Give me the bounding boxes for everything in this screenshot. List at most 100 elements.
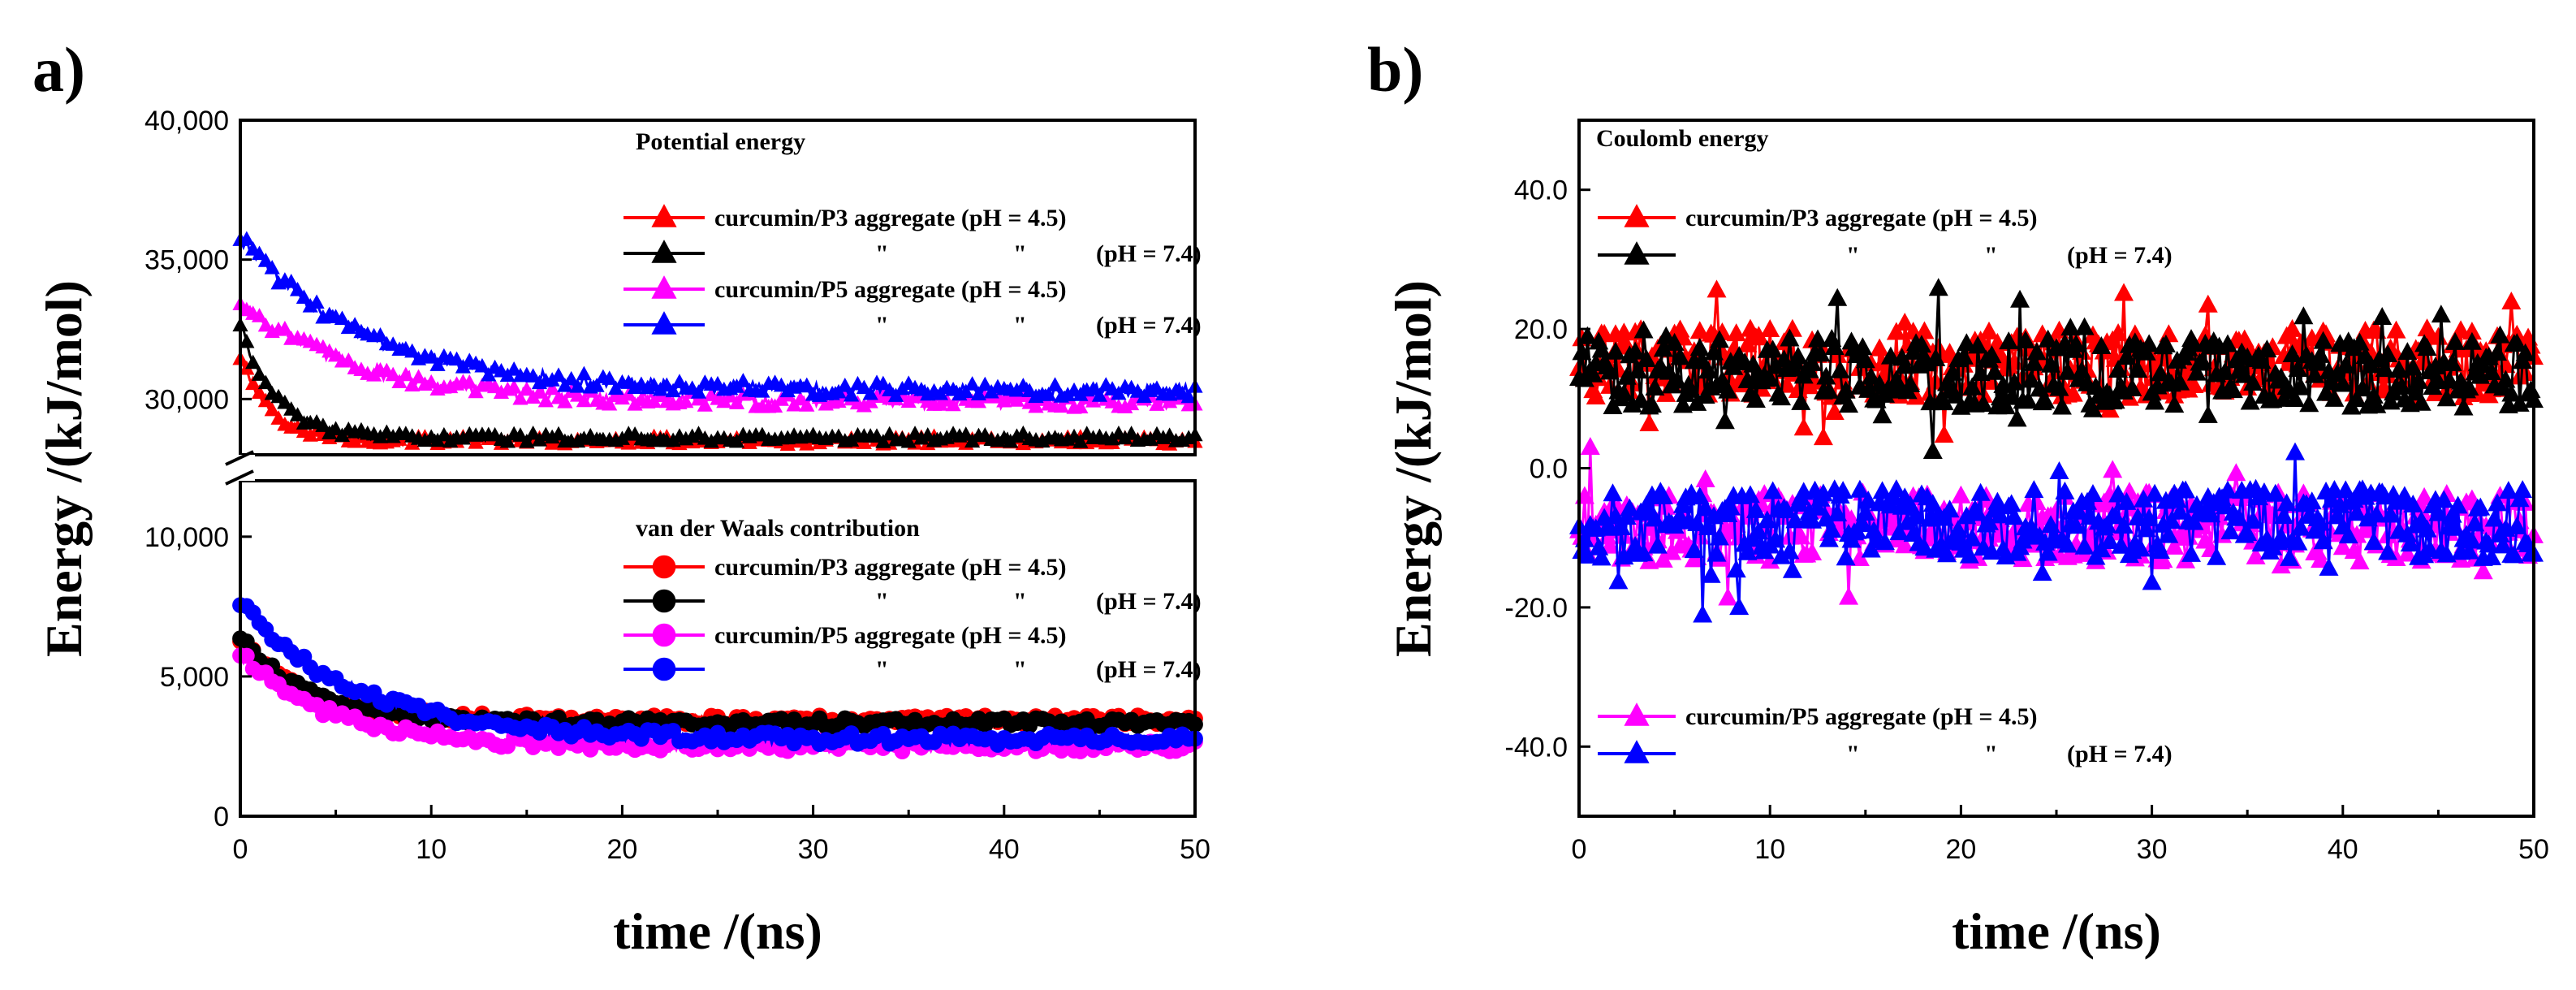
data-point — [2332, 374, 2353, 392]
data-point — [2181, 543, 2202, 562]
data-point — [1664, 332, 1685, 351]
data-point — [1895, 356, 1915, 374]
panel-a-top-data — [232, 231, 1203, 452]
data-point — [1628, 361, 1648, 379]
legend-ditto-2: " — [1013, 588, 1027, 615]
legend-item: curcumin/P3 aggregate (pH = 4.5) — [624, 554, 1066, 581]
legend-ditto-2: " — [1984, 242, 1998, 269]
x-tick-label: 20 — [1945, 834, 1976, 865]
panel-a-bottom-legend: curcumin/P3 aggregate (pH = 4.5) " " (pH = … — [624, 554, 1202, 683]
data-point — [2035, 391, 2056, 409]
data-point — [2074, 536, 2095, 555]
legend-ph: (pH = 7.4) — [1096, 656, 1202, 683]
data-point — [1659, 361, 1679, 380]
data-point — [844, 387, 860, 402]
data-point — [1041, 387, 1057, 401]
data-point — [2192, 351, 2212, 370]
data-point — [1577, 545, 1598, 564]
legend-item: curcumin/P5 aggregate (pH = 4.5) — [624, 275, 1066, 303]
data-point — [264, 259, 280, 275]
data-point — [1970, 482, 1991, 501]
data-point — [442, 433, 459, 448]
data-point — [2150, 363, 2170, 382]
data-point — [277, 394, 293, 409]
data-point — [302, 298, 318, 313]
data-point — [2411, 392, 2431, 411]
data-point — [2417, 338, 2437, 357]
data-point — [2378, 344, 2398, 363]
data-point — [2114, 283, 2134, 301]
panel-b-data — [1569, 278, 2544, 623]
data-point — [875, 434, 891, 448]
data-point — [1914, 321, 1935, 339]
legend-item: curcumin/P5 aggregate (pH = 4.5) — [1598, 703, 2037, 730]
legend-label: curcumin/P5 aggregate (pH = 4.5) — [714, 622, 1066, 649]
data-point — [2167, 490, 2187, 508]
data-point — [2198, 404, 2218, 423]
data-point — [2282, 318, 2302, 337]
data-point — [2074, 317, 2095, 335]
data-point — [544, 380, 560, 396]
data-point — [1707, 543, 1727, 562]
panel-b-x-ticks: 0 10 20 30 40 50 — [1572, 805, 2549, 865]
data-point — [2311, 344, 2331, 363]
data-point — [2265, 483, 2285, 502]
data-point — [1749, 326, 1769, 344]
data-point — [537, 392, 554, 408]
data-point — [1951, 396, 1971, 415]
data-point — [2302, 491, 2322, 510]
data-point — [550, 426, 567, 441]
data-point — [1870, 338, 1890, 357]
data-point — [1849, 547, 1870, 566]
data-point — [1701, 564, 1721, 583]
data-point — [1117, 430, 1133, 445]
data-point — [1819, 380, 1839, 399]
data-point — [2347, 503, 2367, 521]
data-point — [2097, 515, 2117, 534]
data-point — [2001, 387, 2022, 405]
data-point — [2417, 519, 2437, 538]
data-point — [1822, 520, 1842, 538]
data-point — [2490, 325, 2510, 344]
data-point — [773, 391, 789, 406]
data-point — [2313, 531, 2333, 550]
data-point — [2142, 572, 2162, 590]
data-point — [1715, 411, 1735, 430]
legend-item: " " (pH = 7.4) — [624, 588, 1202, 615]
data-point — [665, 383, 681, 398]
data-point — [2223, 380, 2243, 399]
data-point — [1788, 346, 1808, 365]
data-point — [1749, 521, 1769, 540]
data-point — [862, 385, 878, 400]
data-point — [2488, 343, 2508, 361]
data-point — [589, 378, 605, 392]
data-point — [2108, 322, 2129, 341]
data-point — [2150, 540, 2170, 559]
data-point — [2293, 306, 2314, 325]
data-point — [1614, 383, 1634, 402]
data-point — [799, 377, 815, 392]
data-point — [461, 374, 477, 389]
data-point — [945, 396, 961, 412]
data-point — [2091, 335, 2112, 354]
panel-a-x-axis-label: time /(ns) — [613, 902, 822, 960]
data-point — [2380, 391, 2401, 410]
data-point — [2397, 543, 2418, 562]
data-point — [1645, 508, 1665, 527]
data-point — [283, 273, 300, 288]
data-point — [2153, 550, 2173, 568]
data-point — [2105, 391, 2125, 409]
data-point — [1072, 387, 1089, 401]
data-point — [1053, 398, 1069, 413]
data-point — [2257, 339, 2277, 358]
data-point — [2492, 535, 2513, 554]
data-point — [1914, 538, 1935, 556]
data-point — [2513, 480, 2533, 499]
data-point — [1872, 481, 1892, 499]
data-point — [1872, 405, 1892, 424]
data-point — [481, 366, 497, 382]
data-point — [429, 357, 446, 371]
data-point — [2237, 522, 2258, 541]
data-point — [970, 386, 987, 400]
data-point — [512, 427, 529, 442]
